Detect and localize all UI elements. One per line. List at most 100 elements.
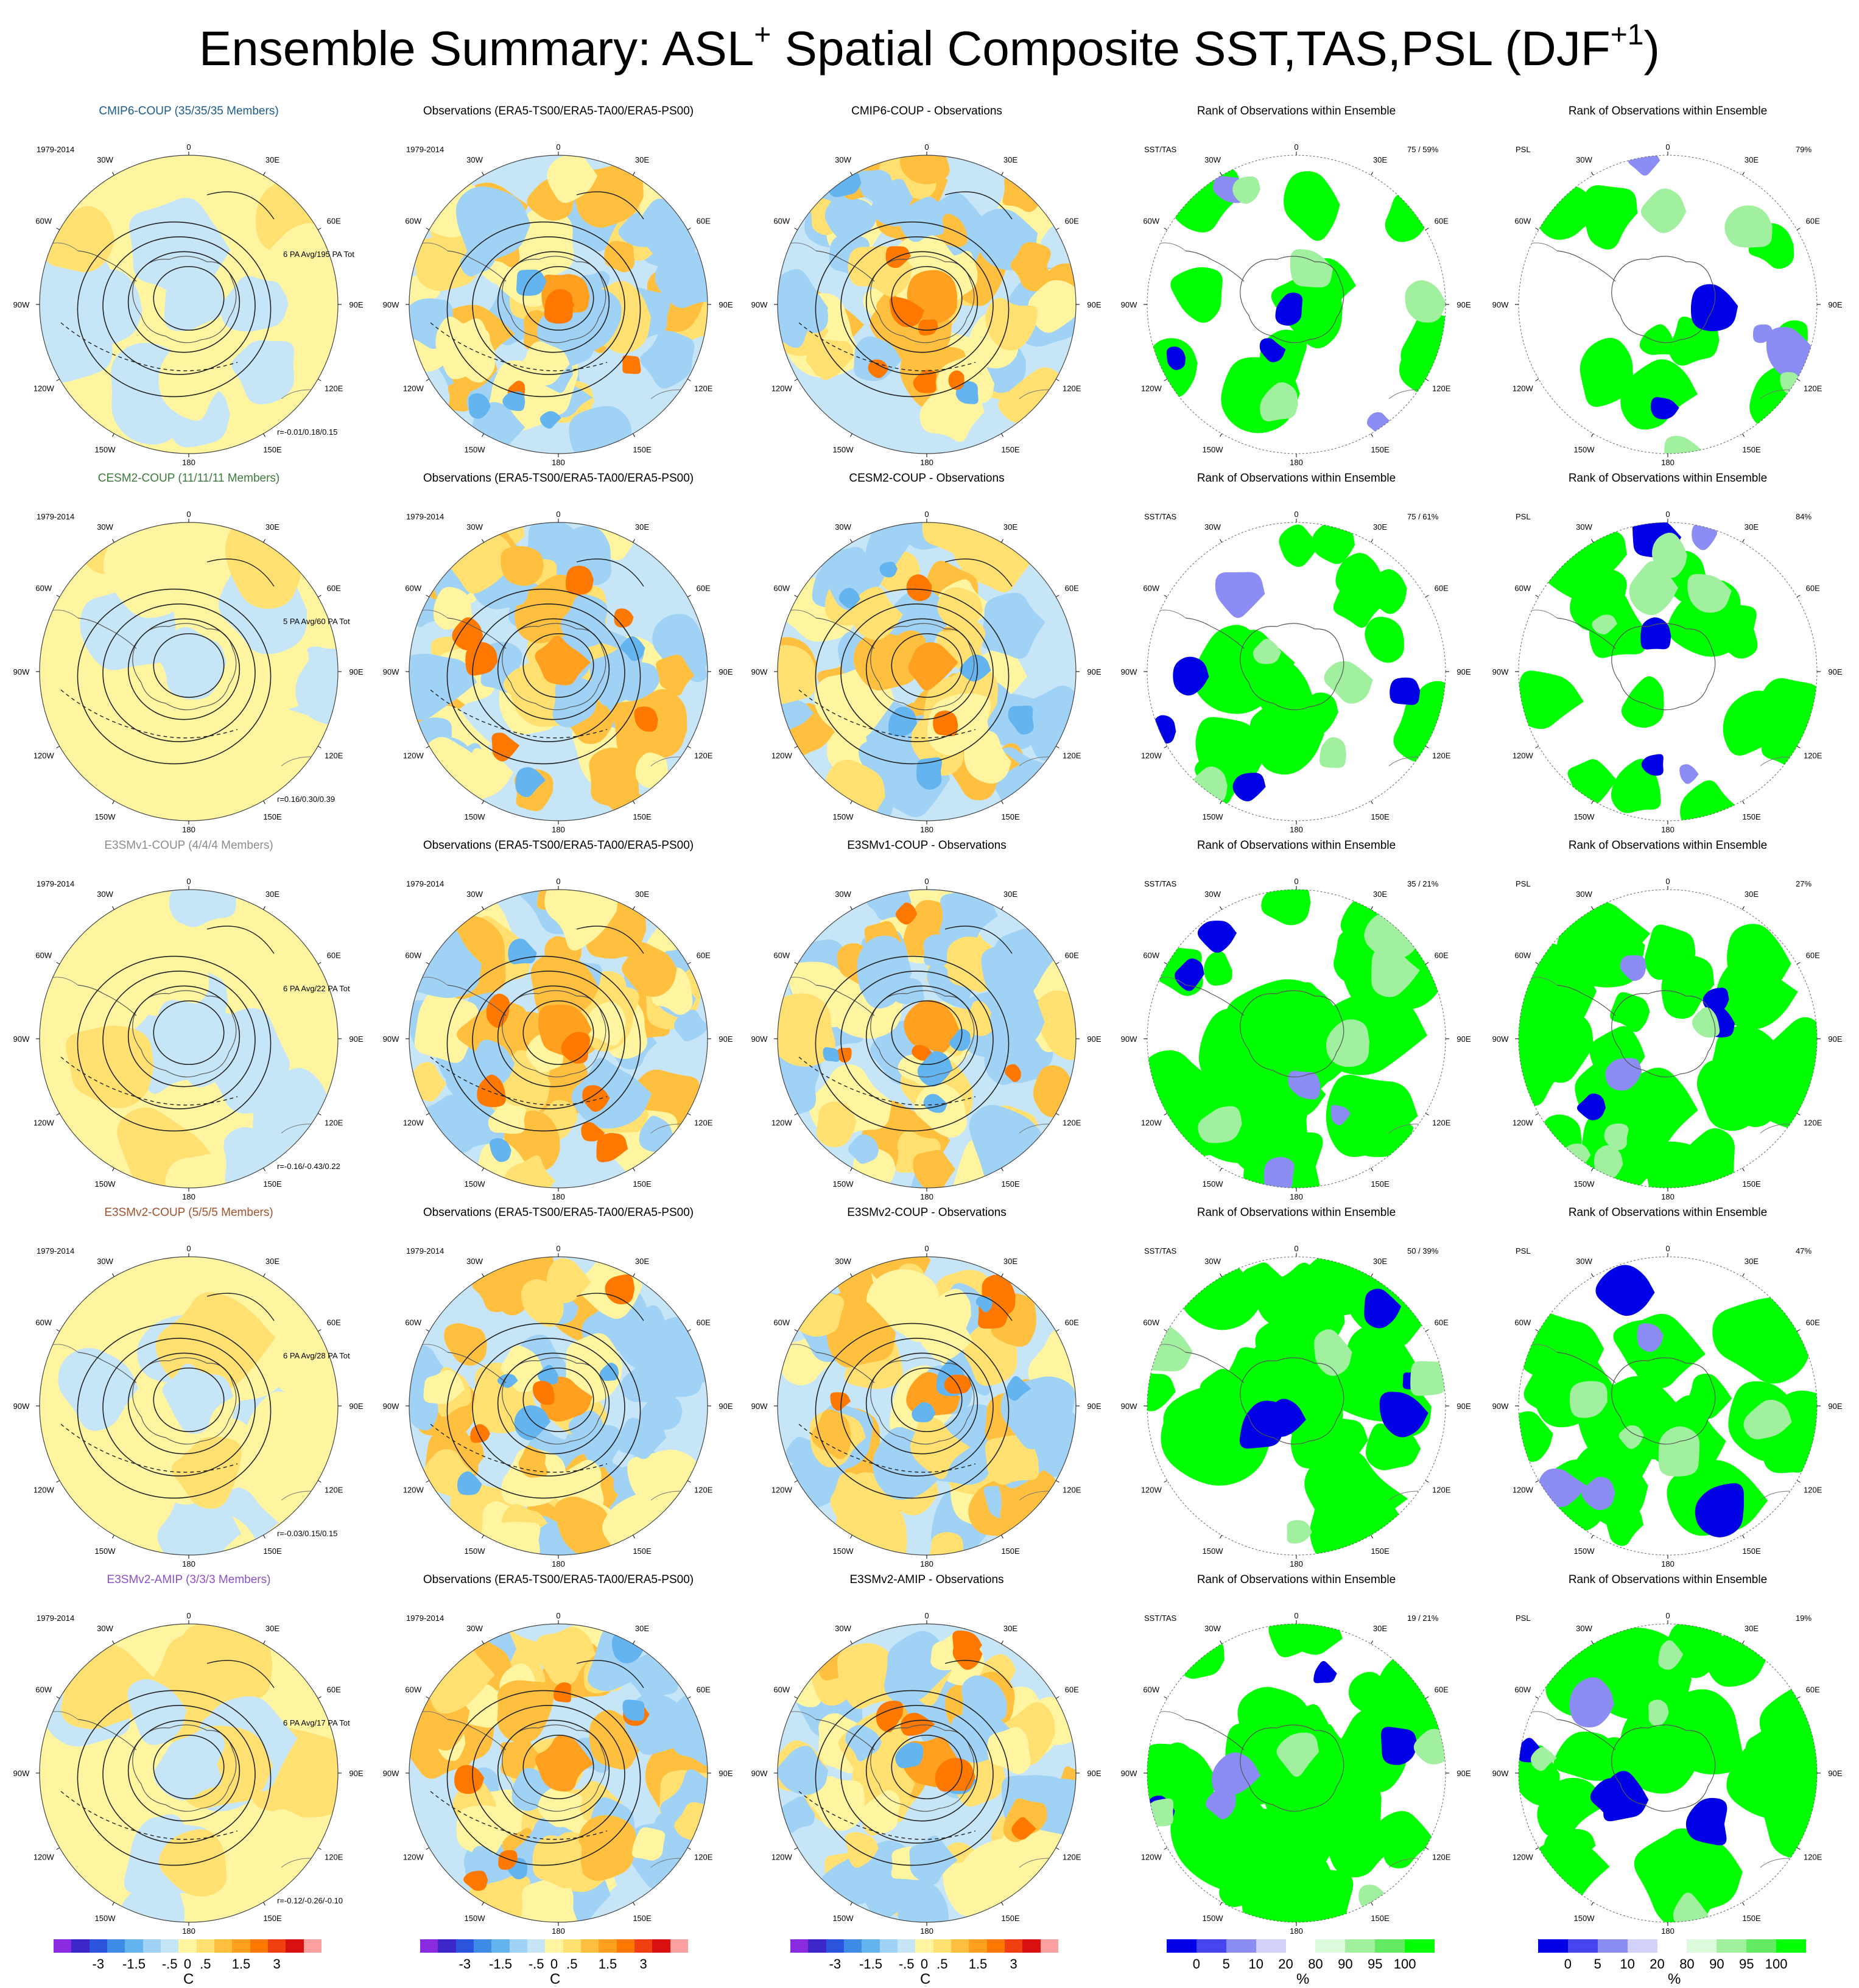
colorbar-swatch <box>1375 1939 1405 1953</box>
lon-label: 0 <box>1665 1244 1670 1253</box>
lon-label: 90E <box>1828 667 1842 676</box>
polar-map: 0 30E 60E 90E 120E 150E 180 150W 120W 90W 60W 30W <box>383 1611 733 1936</box>
lon-label: 150W <box>833 445 854 454</box>
panel-model-minus-obs-e3smv2-amip: E3SMv2-AMIP - Observations 0 30E 60E 90E 120E… <box>744 1573 1109 1939</box>
lon-label: 120E <box>1432 1853 1451 1862</box>
period-label: 1979-2014 <box>37 512 75 521</box>
lon-label: 150W <box>95 1179 116 1189</box>
colorbar-swatch <box>232 1939 251 1953</box>
colorbar-swatch <box>1345 1939 1376 1953</box>
lon-label: 0 <box>1294 510 1298 519</box>
colorbar-swatch <box>826 1939 845 1953</box>
lon-label: 150W <box>95 812 116 821</box>
panel-title: Rank of Observations within Ensemble <box>1197 839 1396 852</box>
lon-label: 150E <box>1742 1547 1761 1556</box>
percent-label: 47% <box>1796 1246 1812 1256</box>
colorbar-tick-label: 3 <box>1010 1956 1017 1972</box>
lon-label: 120W <box>771 751 793 760</box>
lon-label: 30W <box>1576 522 1592 532</box>
lon-label: 30W <box>97 522 113 532</box>
panel-rank-sst-tas-e3smv2-coup: Rank of Observations within Ensemble 0 30E… <box>1114 1206 1479 1572</box>
period-label: 1979-2014 <box>406 879 445 888</box>
colorbar-tick-label: 95 <box>1367 1956 1383 1972</box>
lon-label: 60W <box>773 951 790 960</box>
colorbar-swatch <box>599 1939 617 1953</box>
lon-label: 90W <box>1492 1034 1509 1044</box>
lon-label: 150W <box>833 1179 854 1189</box>
lon-label: 30W <box>97 1257 113 1266</box>
lon-label: 180 <box>182 458 195 467</box>
panel-observations-e3smv2-coup: Observations (ERA5-TS00/ERA5-TA00/ERA5-P… <box>376 1206 741 1572</box>
panel-model-minus-obs-cmip6-coup: CMIP6-COUP - Observations 0 30E 60E 90E 120E 1… <box>744 105 1109 470</box>
lon-label: 90W <box>1121 300 1137 309</box>
polar-map: 0 30E 60E 90E 120E 150E 180 150W 120W 90W 60W 30W <box>1121 1244 1471 1568</box>
lon-label: 90E <box>1457 667 1471 676</box>
lon-label: 150E <box>1371 1914 1390 1923</box>
correlation-label: r=-0.01/0.18/0.15 <box>277 427 338 437</box>
lon-label: 150E <box>263 445 282 454</box>
lon-label: 150E <box>1742 812 1761 821</box>
polar-map: 0 30E 60E 90E 120E 150E 180 150W 120W 90W 60W 30W <box>383 142 733 467</box>
lon-label: 60W <box>405 217 421 226</box>
colorbar-tick-label: 0 <box>1192 1956 1200 1972</box>
lon-label: 30W <box>466 1257 483 1266</box>
variable-label: SST/TAS <box>1144 145 1177 154</box>
panel-rank-psl-cmip6-coup: Rank of Observations within Ensemble 0 30E… <box>1485 105 1850 470</box>
lon-label: 150E <box>1371 812 1390 821</box>
variable-label: SST/TAS <box>1144 1614 1177 1623</box>
colorbar-swatch <box>1405 1939 1435 1953</box>
colorbar-swatch <box>491 1939 510 1953</box>
lon-label: 30W <box>1576 890 1592 899</box>
panel-model-composite-cesm2-coup: CESM2-COUP (11/11/11 Members) 0 30E 60E 90E 1… <box>6 472 371 837</box>
colorbar-swatch <box>915 1939 934 1953</box>
lon-label: 120E <box>694 1853 713 1862</box>
pa-count-label: 6 PA Avg/195 PA Tot <box>283 250 354 259</box>
lon-label: 60E <box>327 951 341 960</box>
lon-label: 150W <box>1574 1547 1595 1556</box>
lon-label: 0 <box>924 142 929 152</box>
lon-label: 90E <box>1457 300 1471 309</box>
lon-label: 30E <box>635 1257 649 1266</box>
period-label: 1979-2014 <box>37 1614 75 1623</box>
lon-label: 60E <box>1806 217 1820 226</box>
correlation-label: r=-0.12/-0.26/-0.10 <box>277 1896 343 1905</box>
colorbar-swatch <box>1746 1939 1777 1953</box>
period-label: 1979-2014 <box>406 1614 445 1623</box>
percent-label: 19% <box>1796 1614 1812 1623</box>
colorbar-swatch <box>951 1939 969 1953</box>
polar-map: 0 30E 60E 90E 120E 150E 180 150W 120W 90W 60W 30W <box>1492 877 1843 1201</box>
percent-label: 84% <box>1796 512 1812 521</box>
period-label: 1979-2014 <box>37 1246 75 1256</box>
lon-label: 120W <box>403 1486 424 1495</box>
lon-label: 150W <box>95 445 116 454</box>
lon-label: 30E <box>1003 1257 1017 1266</box>
colorbar-unit: % <box>1668 1971 1681 1987</box>
lon-label: 60W <box>773 1685 790 1695</box>
colorbar-unit: C <box>183 1971 194 1987</box>
colorbar-swatch <box>268 1939 286 1953</box>
lon-label: 120E <box>694 751 713 760</box>
lon-label: 150E <box>633 445 652 454</box>
lon-label: 180 <box>552 1559 565 1568</box>
percent-label: 75 / 59% <box>1407 145 1439 154</box>
lon-label: 60W <box>773 584 790 593</box>
lon-label: 90W <box>751 1769 768 1778</box>
lon-label: 60E <box>1065 1318 1079 1327</box>
lon-label: 30W <box>1204 155 1221 164</box>
lon-label: 150E <box>633 1179 652 1189</box>
lon-label: 0 <box>186 510 191 519</box>
lon-label: 120W <box>1513 1853 1534 1862</box>
lon-label: 30E <box>635 1624 649 1633</box>
panel-rank-psl-e3smv1-coup: Rank of Observations within Ensemble 0 30E… <box>1485 839 1850 1204</box>
lon-label: 60E <box>1065 217 1079 226</box>
lon-label: 60E <box>1435 584 1449 593</box>
lon-label: 30W <box>97 155 113 164</box>
lon-label: 30E <box>265 522 279 532</box>
colorbar-tick-label: 100 <box>1765 1956 1788 1972</box>
pa-count-label: 6 PA Avg/17 PA Tot <box>283 1718 350 1727</box>
panel-rank-sst-tas-cesm2-coup: Rank of Observations within Ensemble 0 30E… <box>1114 472 1479 837</box>
lon-label: 120E <box>325 1486 343 1495</box>
lon-label: 60W <box>773 1318 790 1327</box>
lon-label: 120E <box>694 384 713 393</box>
colorbar-unit: C <box>550 1971 561 1987</box>
